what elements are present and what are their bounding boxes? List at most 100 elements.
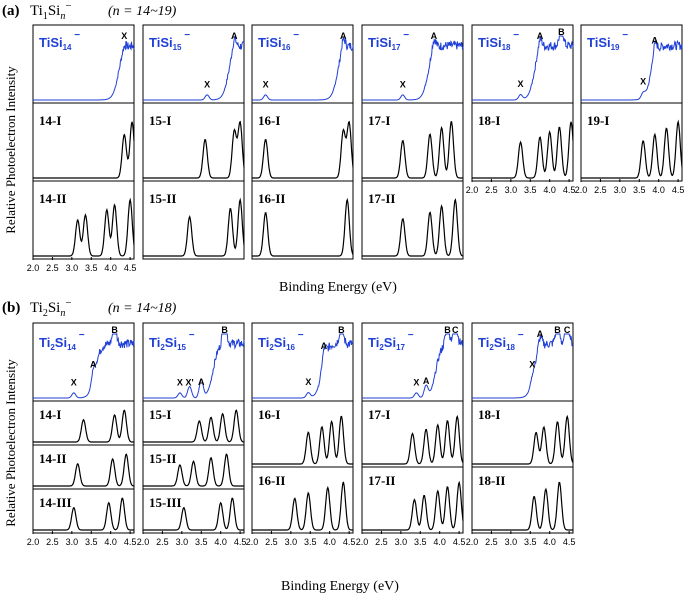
panel-b-col-4-tick-label-0: 2.0 bbox=[466, 537, 479, 547]
panel-a-col-3-frame bbox=[361, 24, 464, 260]
panel-b-col-1-tick-label-4: 4.0 bbox=[214, 537, 227, 547]
panel-a-col-3-peak-label-1: A bbox=[431, 31, 438, 41]
panel-a-col-0-tick-label-4: 4.0 bbox=[104, 263, 117, 273]
panel-b-col-4-isomer-1-line bbox=[472, 481, 573, 531]
panel-b-col-3-experiment-line bbox=[362, 333, 464, 399]
panel-b-col-2-peak-label-0: X bbox=[305, 377, 311, 387]
panel-a-col-3-isomer-1-label: 17-II bbox=[368, 191, 395, 206]
panel-b-col-0-peak-label-0: X bbox=[71, 378, 77, 388]
panel-a-col-4-tick-label-4: 4.0 bbox=[543, 185, 556, 195]
panel-b-col-1-isomer-1-label: 15-II bbox=[149, 451, 176, 466]
panel-a-col-5-tick-label-5: 4.5 bbox=[672, 185, 685, 195]
panel-a-col-4-cluster-label: TiSi18 − bbox=[478, 30, 519, 52]
panel-b-col-1-frame bbox=[142, 322, 245, 534]
y-axis-label-a: Relative Photoelectron Intensity bbox=[3, 66, 18, 234]
panel-b-col-4-tick-label-2: 3.0 bbox=[505, 537, 518, 547]
panel-b-col-4-peak-label-1: A bbox=[537, 329, 544, 339]
panel-b-col-3-peak-label-1: A bbox=[423, 376, 430, 386]
panel-b-col-1-isomer-0-line bbox=[143, 409, 245, 443]
panel-a-col-5-tick-label-2: 3.0 bbox=[614, 185, 627, 195]
panel-a-col-0-isomer-1-label: 14-II bbox=[39, 191, 66, 206]
panel-b-col-1-peak-label-2: A bbox=[198, 377, 205, 387]
panel-b-col-0-peak-label-2: B bbox=[111, 325, 118, 335]
panel-b-col-0-tick-label-2: 3.0 bbox=[66, 537, 79, 547]
panel-a-col-5-isomer-0-line bbox=[581, 119, 683, 179]
panel-a-col-0-peak-label-0: X bbox=[121, 31, 127, 41]
panel-a-col-3-cluster-label: TiSi17 − bbox=[368, 30, 409, 52]
panel-a-col-2-peak-label-0: X bbox=[263, 80, 269, 90]
panel-a-col-3-isomer-1-line bbox=[362, 198, 464, 257]
panel-a-col-4-tick-label-0: 2.0 bbox=[466, 185, 479, 195]
panel-a-col-2-isomer-1-line bbox=[252, 197, 354, 257]
panel-a-col-0-isomer-0-label: 14-I bbox=[39, 113, 61, 128]
panel-a-col-2-isomer-1-label: 16-II bbox=[258, 191, 285, 206]
panel-b-tag: (b) bbox=[2, 300, 20, 316]
panel-b-col-3-frame bbox=[361, 322, 464, 534]
panel-a-col-1-isomer-0-line bbox=[143, 120, 245, 179]
panel-a-col-4-tick-label-1: 2.5 bbox=[485, 185, 498, 195]
panel-a-col-3-isomer-0-label: 17-I bbox=[368, 113, 390, 128]
panel-a-col-0-tick-label-5: 4.5 bbox=[124, 263, 137, 273]
panel-a-col-1-peak-label-0: X bbox=[204, 80, 210, 90]
panel-a-col-4-tick-label-2: 3.0 bbox=[505, 185, 518, 195]
panel-a-col-1-isomer-1-line bbox=[143, 197, 245, 257]
panel-b-col-1-isomer-2-label: 15-III bbox=[149, 495, 182, 510]
panel-b-col-3-tick-label-4: 4.0 bbox=[433, 537, 446, 547]
panel-b-col-0-experiment-line bbox=[33, 333, 135, 399]
panel-b-col-3-peak-label-2: B bbox=[444, 325, 451, 335]
panel-b-col-0-peak-label-1: A bbox=[90, 360, 97, 370]
panel-a-col-0-isomer-1-line bbox=[33, 197, 135, 257]
panel-b-col-4-tick-label-4: 4.0 bbox=[543, 537, 556, 547]
panel-b-formula: Ti2Sin− bbox=[30, 297, 72, 319]
panel-b-col-2-isomer-0-label: 16-I bbox=[258, 407, 280, 422]
panel-b-col-2-tick-label-0: 2.0 bbox=[246, 537, 259, 547]
panel-b-col-0-tick-label-1: 2.5 bbox=[46, 537, 59, 547]
panel-a-col-0-isomer-0-line bbox=[33, 121, 135, 179]
panel-b-col-2-cluster-label: Ti2Si16 − bbox=[258, 330, 304, 352]
panel-a-col-1-frame bbox=[142, 24, 245, 260]
panel-b-col-1-isomer-2-line bbox=[143, 497, 244, 531]
panel-b-col-4-frame bbox=[471, 322, 574, 534]
panel-a-col-4-peak-label-1: A bbox=[537, 31, 544, 41]
panel-b-col-0-tick-label-0: 2.0 bbox=[27, 537, 40, 547]
panel-a-col-4-peak-label-2: B bbox=[558, 27, 565, 37]
panel-b-col-3-isomer-1-label: 17-II bbox=[368, 473, 395, 488]
panel-b-col-4-tick-label-3: 3.5 bbox=[524, 537, 537, 547]
panel-b-col-1-peak-label-3: B bbox=[221, 325, 228, 335]
panel-b-col-2-experiment-line bbox=[252, 333, 354, 399]
panel-b-col-4-tick-label-1: 2.5 bbox=[485, 537, 498, 547]
panel-b-col-1-isomer-1-line bbox=[143, 453, 244, 487]
panel-b-col-3-isomer-1-line bbox=[362, 480, 464, 531]
panel-a-col-5-tick-label-0: 2.0 bbox=[575, 185, 588, 195]
panel-a-col-0-tick-label-2: 3.0 bbox=[66, 263, 79, 273]
panel-b-col-1-experiment-line bbox=[143, 333, 245, 399]
panel-b-col-2-tick-label-1: 2.5 bbox=[265, 537, 278, 547]
panel-b-col-3-isomer-0-line bbox=[362, 414, 464, 465]
panel-b-col-2-isomer-1-line bbox=[252, 481, 353, 531]
panel-b-range: (n = 14~18) bbox=[108, 301, 177, 316]
panel-a-col-2-isomer-0-label: 16-I bbox=[258, 113, 280, 128]
panel-a-col-4-isomer-0-label: 18-I bbox=[478, 113, 500, 128]
panel-a-col-5-tick-label-1: 2.5 bbox=[594, 185, 607, 195]
panel-b-col-1-cluster-label: Ti2Si15 − bbox=[149, 330, 195, 352]
panel-b-col-3-peak-label-3: C bbox=[452, 325, 459, 335]
panel-a-col-1-peak-label-1: A bbox=[231, 31, 238, 41]
panel-a-col-5-experiment-line bbox=[581, 39, 683, 101]
panel-a-col-0-tick-label-3: 3.5 bbox=[85, 263, 98, 273]
panel-a-col-1-cluster-label: TiSi15 − bbox=[149, 30, 190, 52]
panel-a-col-4-tick-label-5: 4.5 bbox=[563, 185, 576, 195]
panel-b-col-2-tick-label-3: 3.5 bbox=[304, 537, 317, 547]
panel-b-col-0-isomer-0-label: 14-I bbox=[39, 407, 61, 422]
panel-a-range: (n = 14~19) bbox=[108, 4, 177, 19]
panel-b-col-4-peak-label-3: C bbox=[564, 325, 571, 335]
panel-a-col-4-experiment-line bbox=[472, 35, 574, 101]
panel-a-formula: Ti1Sin− bbox=[30, 0, 72, 22]
panel-b-col-0-isomer-0-line bbox=[33, 409, 134, 443]
panel-b-col-2-tick-label-4: 4.0 bbox=[323, 537, 336, 547]
panel-a-col-1-experiment-line bbox=[143, 35, 245, 101]
y-axis-label-b: Relative Photoelectron Intensity bbox=[3, 359, 18, 527]
panel-b-col-3-tick-label-1: 2.5 bbox=[375, 537, 388, 547]
panel-b-col-2-isomer-1-label: 16-II bbox=[258, 473, 285, 488]
panel-a-col-5-isomer-0-label: 19-I bbox=[587, 113, 609, 128]
